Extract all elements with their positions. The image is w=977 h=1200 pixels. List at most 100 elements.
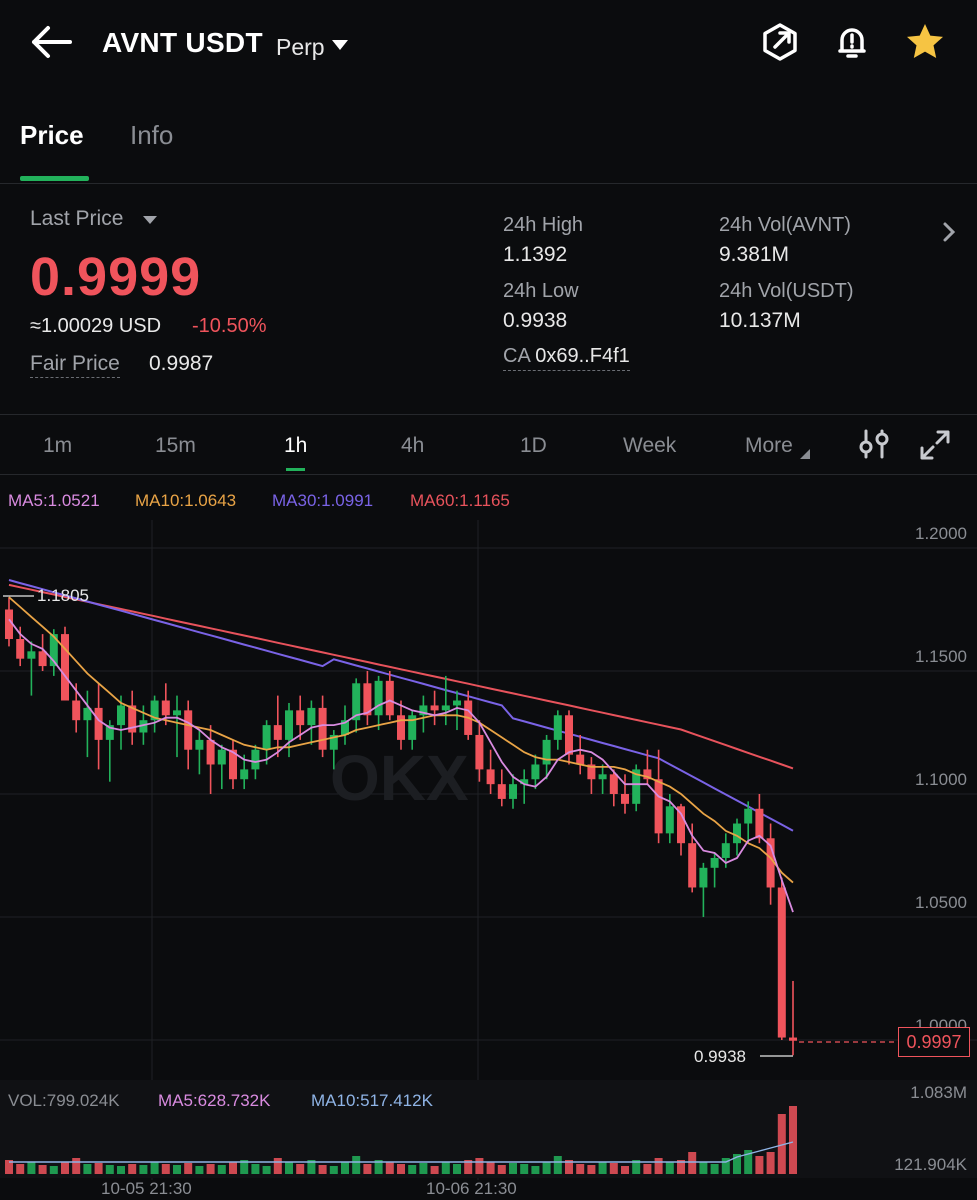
candle-body [329,734,338,750]
candle-body [688,843,697,888]
last-price-label[interactable]: Last Price [30,207,124,230]
candle-body [206,739,215,765]
fair-price-value: 0.9987 [149,352,214,375]
ma5-value: MA5:1.0521 [8,491,100,510]
interval-15m[interactable]: 15m [155,434,196,457]
back-arrow-icon[interactable] [28,22,74,62]
volume-ma10: MA10:517.412K [311,1091,433,1110]
candle-body [195,739,204,750]
candle-body [497,784,506,799]
divider [0,474,977,475]
volume-bar [565,1160,573,1174]
candle-body [83,707,92,721]
volume-axis-top: 1.083M [910,1083,967,1102]
volume-bar [789,1106,797,1174]
volume-bar [598,1162,607,1174]
chevron-right-icon[interactable] [940,220,958,249]
candle-body [721,843,730,858]
volume-bar [744,1150,753,1174]
candle-body [453,700,461,706]
active-tab-indicator [20,176,89,181]
volume-ma5: MA5:628.732K [158,1091,271,1110]
volume-bar [475,1158,484,1174]
candle-body [217,749,226,765]
volume-bar [721,1158,730,1174]
fair-price-label[interactable]: Fair Price [30,352,120,378]
volume-bar [453,1164,461,1174]
interval-week[interactable]: Week [623,434,677,457]
interval-1m[interactable]: 1m [43,434,73,457]
pair-symbol[interactable]: AVNT USDT [102,27,263,58]
fullscreen-icon[interactable] [918,428,952,467]
candle-body [229,749,237,780]
contract-type[interactable]: Perp [276,34,325,60]
candle-body [755,808,764,839]
candle-body [766,838,775,888]
volume-bar [27,1162,36,1174]
candle-body [531,764,540,780]
volume-bar [49,1166,58,1174]
interval-4h[interactable]: 4h [401,434,425,457]
volume-bar [229,1162,237,1174]
volume-bar [408,1165,417,1174]
candle-body [385,680,394,716]
more-corner-icon[interactable] [799,447,811,465]
favorite-star-icon[interactable] [903,20,947,64]
candle-body [94,707,103,740]
ca-label: CA [503,345,530,367]
volume-bar [285,1162,293,1174]
volume-bar [430,1166,439,1174]
tab-price[interactable]: Price [20,120,84,150]
interval-1h[interactable]: 1h [284,434,308,457]
volume-bar [509,1163,517,1174]
candle-body [587,764,596,780]
date-label: 10-06 21:30 [426,1179,517,1198]
candle-body [553,715,562,740]
candle-body [374,680,383,716]
price-alert-bell-icon[interactable] [830,20,874,64]
candle-body [621,794,629,804]
candle-body [363,683,372,716]
volume-bar [441,1162,450,1174]
low-marker-label: 0.9938 [694,1047,746,1066]
candle-body [307,707,316,726]
watermark-logo: OKX [330,742,469,814]
ca-value: 0x69..F4f1 [535,345,630,367]
volume-bar [755,1156,764,1174]
volume-axis-bottom: 121.904K [894,1155,967,1174]
caret-down-icon[interactable] [142,213,158,231]
share-icon[interactable] [758,20,802,64]
chevron-down-icon[interactable] [331,38,349,57]
interval-more[interactable]: More [745,434,793,457]
vol-quote-value: 10.137M [719,309,801,332]
ma10-value: MA10:1.0643 [135,491,237,510]
date-label: 10-05 21:30 [101,1179,192,1198]
contract-address[interactable]: CA 0x69..F4f1 [503,345,630,371]
candle-body [128,705,137,733]
volume-bar [531,1166,540,1174]
indicator-settings-icon[interactable] [856,428,892,465]
vol-base-value: 9.381M [719,243,790,266]
volume-bar [688,1152,697,1174]
candle-body [273,725,282,740]
candle-body [184,710,193,750]
low-label: 24h Low [503,280,579,302]
volume-bar [251,1164,260,1174]
candle-body [139,720,148,733]
candle-body [632,769,641,804]
interval-1d[interactable]: 1D [520,434,547,457]
tab-info[interactable]: Info [130,120,174,150]
candle-body [16,639,25,659]
candle-body [733,823,741,844]
volume-bar [520,1164,529,1174]
volume-bar [117,1166,125,1174]
low-value: 0.9938 [503,309,568,332]
current-price-tag: 0.9997 [898,1027,970,1057]
volume-bar [150,1162,159,1174]
volume-bar [61,1162,69,1174]
volume-bar [184,1163,193,1174]
candle-body [710,857,719,868]
volume-bar [296,1164,305,1174]
candle-body [296,710,305,726]
